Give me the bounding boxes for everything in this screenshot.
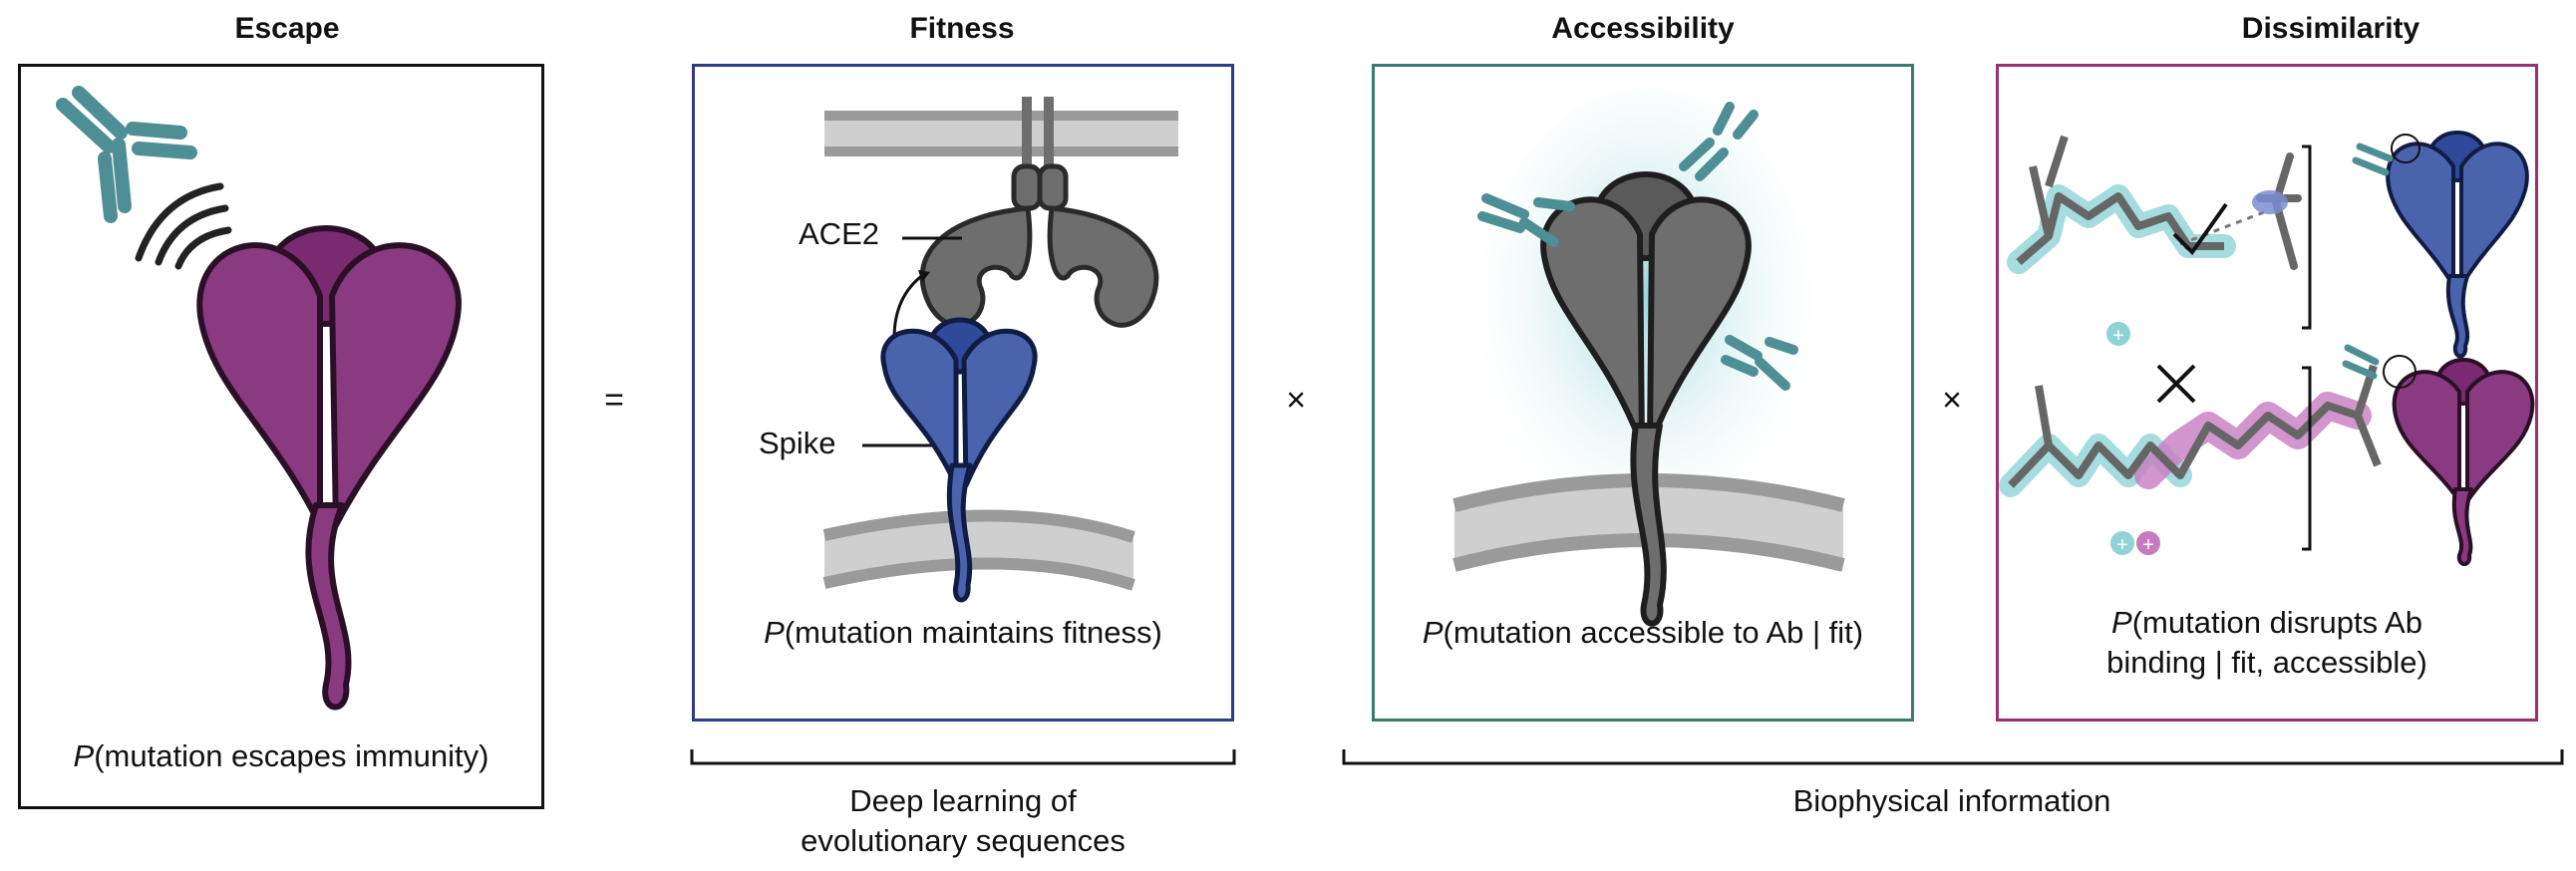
purple-spike-small-icon [2392,358,2535,566]
spike-label: Spike [759,426,836,460]
dissimilarity-caption-line2: binding | fit, accessible) [2106,645,2427,680]
accessibility-caption-text: (mutation accessible to Ab | fit) [1443,615,1864,650]
antibody-icon [2352,143,2394,176]
escape-caption-text: (mutation escapes immunity) [94,738,489,773]
dissimilarity-caption-line1: P(mutation disrupts Ab [1999,603,2535,643]
signal-arcs-icon [135,182,232,270]
fitness-panel: ACE2 Spike P(mutation maintains fitness) [692,64,1234,722]
svg-text:+: + [2142,534,2154,556]
blue-spike-icon [880,317,1038,603]
purple-spike-icon [196,225,462,711]
residue-chain-top: + [2007,135,2236,347]
times-operator-1: × [1286,381,1306,420]
blue-spike-small-icon [2386,131,2529,359]
fitness-caption: P(mutation maintains fitness) [695,613,1231,653]
residue-chain-bottom: + + [1999,364,2382,556]
disrupted-site-circle [2383,355,2416,389]
gray-spike-icon [1540,171,1752,627]
bottom-bracket [2302,366,2312,551]
bottom-membrane [822,509,1135,591]
svg-text:+: + [2116,534,2128,556]
accessibility-figure [1452,87,1845,627]
equals-operator: = [604,381,624,420]
accessibility-panel: P(mutation accessible to Ab | fit) [1372,64,1914,722]
dissimilarity-panel: + + + [1996,64,2538,722]
cross-mark-icon [2156,364,2196,404]
dissimilarity-title: Dissimilarity [2241,12,2420,45]
escape-figure [56,86,462,711]
dissimilarity-figure: + + + [1999,131,2535,566]
binding-arrow-icon [892,272,925,339]
fitness-caption-text: (mutation maintains fitness) [784,615,1162,650]
partner-residue-icon [2252,152,2302,270]
accessibility-caption-var: P [1422,615,1444,650]
check-mark-icon [2172,202,2228,256]
binding-site-circle [2391,134,2420,163]
fitness-title: Fitness [909,12,1015,45]
ace2-receptor-icon [919,97,1159,328]
escape-caption: P(mutation escapes immunity) [21,736,541,776]
fitness-bracket [690,749,1236,765]
dissimilarity-caption-line1-text: (mutation disrupts Ab [2131,605,2422,640]
biophysical-label: Biophysical information [1792,783,2111,818]
deep-learning-line1: Deep learning of [849,783,1077,818]
dissimilarity-caption-var: P [2111,605,2132,640]
accessibility-title: Accessibility [1551,12,1735,45]
antibody-icon [1477,102,1798,391]
biophysical-bracket [1342,749,2564,765]
antibody-icon [56,86,197,223]
antibody-icon [2342,344,2380,380]
fitness-caption-var: P [764,615,785,650]
escape-panel: P(mutation escapes immunity) [18,64,544,809]
times-operator-2: × [1942,381,1962,420]
svg-text:+: + [2112,325,2124,347]
ace2-label: ACE2 [799,216,879,251]
accessibility-caption: P(mutation accessible to Ab | fit) [1375,613,1911,653]
dissimilarity-caption: P(mutation disrupts Ab binding | fit, ac… [1999,603,2535,683]
fitness-figure [822,97,1178,603]
top-bracket [2302,145,2312,330]
deep-learning-label: Deep learning of evolutionary sequences [801,781,1126,861]
top-membrane [824,111,1178,156]
deep-learning-line2: evolutionary sequences [801,823,1126,858]
escape-caption-var: P [73,738,95,773]
escape-title: Escape [234,12,340,45]
